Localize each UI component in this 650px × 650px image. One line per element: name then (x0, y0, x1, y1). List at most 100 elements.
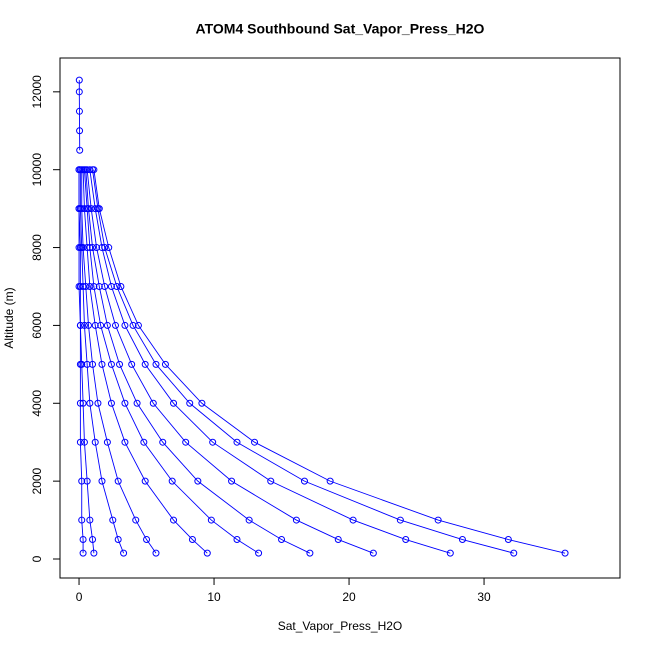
profile-line (92, 169, 514, 554)
data-point (300, 477, 308, 485)
data-point (107, 360, 115, 368)
data-point (91, 205, 99, 213)
data-point (446, 549, 454, 557)
plot-frame (59, 57, 621, 579)
data-point (326, 477, 334, 485)
data-point (233, 536, 241, 544)
chart-title: ATOM4 Southbound Sat_Vapor_Press_H2O (196, 21, 485, 37)
data-point (78, 477, 86, 485)
y-tick-label: 8000 (30, 234, 44, 261)
data-point (90, 549, 98, 557)
data-point (101, 282, 109, 290)
data-point (198, 399, 206, 407)
data-point (182, 438, 190, 446)
data-point (396, 516, 404, 524)
data-point (75, 282, 83, 290)
data-point (76, 321, 84, 329)
data-point (76, 438, 84, 446)
x-tick-label: 30 (477, 590, 491, 604)
data-point (116, 360, 124, 368)
data-point (78, 516, 86, 524)
data-point (141, 477, 149, 485)
data-point (93, 244, 101, 252)
y-tick-label: 0 (30, 555, 44, 562)
data-point (170, 399, 178, 407)
data-point (504, 536, 512, 544)
data-point (369, 549, 377, 557)
data-point (75, 76, 83, 84)
data-point (95, 282, 103, 290)
data-point (107, 282, 115, 290)
y-axis-label: Altitude (m) (2, 287, 16, 348)
data-point (83, 360, 91, 368)
data-point (80, 321, 88, 329)
data-point (105, 244, 113, 252)
x-tick-label: 0 (76, 590, 83, 604)
data-point (75, 166, 83, 174)
data-point (194, 477, 202, 485)
profile-line (93, 169, 566, 554)
x-axis-label: Sat_Vapor_Press_H2O (278, 619, 403, 633)
data-point (83, 244, 91, 252)
data-point (209, 438, 217, 446)
profile-line (86, 169, 374, 554)
y-tick-label: 12000 (30, 75, 44, 109)
data-point (89, 166, 97, 174)
data-point (83, 477, 91, 485)
data-point (86, 166, 94, 174)
data-point (128, 360, 136, 368)
data-point (207, 516, 215, 524)
data-point (75, 88, 83, 96)
data-point (86, 399, 94, 407)
x-tick-label: 20 (342, 590, 356, 604)
data-point (114, 536, 122, 544)
data-point (76, 399, 84, 407)
profile-line (85, 169, 311, 554)
profile-line (82, 169, 208, 554)
data-point (91, 321, 99, 329)
data-point (121, 438, 129, 446)
data-point (86, 282, 94, 290)
data-point (161, 360, 169, 368)
data-point (75, 244, 83, 252)
data-point (129, 321, 137, 329)
data-point (97, 321, 105, 329)
data-point (98, 360, 106, 368)
data-point (98, 477, 106, 485)
data-point (168, 477, 176, 485)
data-point (141, 360, 149, 368)
x-tick-label: 10 (207, 590, 221, 604)
data-point (133, 399, 141, 407)
data-point (458, 536, 466, 544)
data-point (134, 321, 142, 329)
data-point (109, 516, 117, 524)
data-point (170, 516, 178, 524)
data-point (79, 536, 87, 544)
data-point (79, 549, 87, 557)
data-point (245, 516, 253, 524)
data-point (117, 282, 125, 290)
data-point (75, 205, 83, 213)
data-point (434, 516, 442, 524)
data-point (203, 549, 211, 557)
data-point (159, 438, 167, 446)
data-point (121, 321, 129, 329)
data-point (84, 321, 92, 329)
data-point (334, 536, 342, 544)
data-point (143, 536, 151, 544)
profile-line (83, 169, 259, 554)
data-point (186, 399, 194, 407)
data-point (255, 549, 263, 557)
data-point (510, 549, 518, 557)
data-point (94, 399, 102, 407)
y-tick-label: 2000 (30, 467, 44, 494)
y-tick-label: 4000 (30, 390, 44, 417)
data-point (152, 549, 160, 557)
data-point (188, 536, 196, 544)
data-point (561, 549, 569, 557)
data-point (306, 549, 314, 557)
data-point (121, 399, 129, 407)
data-point (140, 438, 148, 446)
data-point (113, 282, 121, 290)
data-point (80, 438, 88, 446)
